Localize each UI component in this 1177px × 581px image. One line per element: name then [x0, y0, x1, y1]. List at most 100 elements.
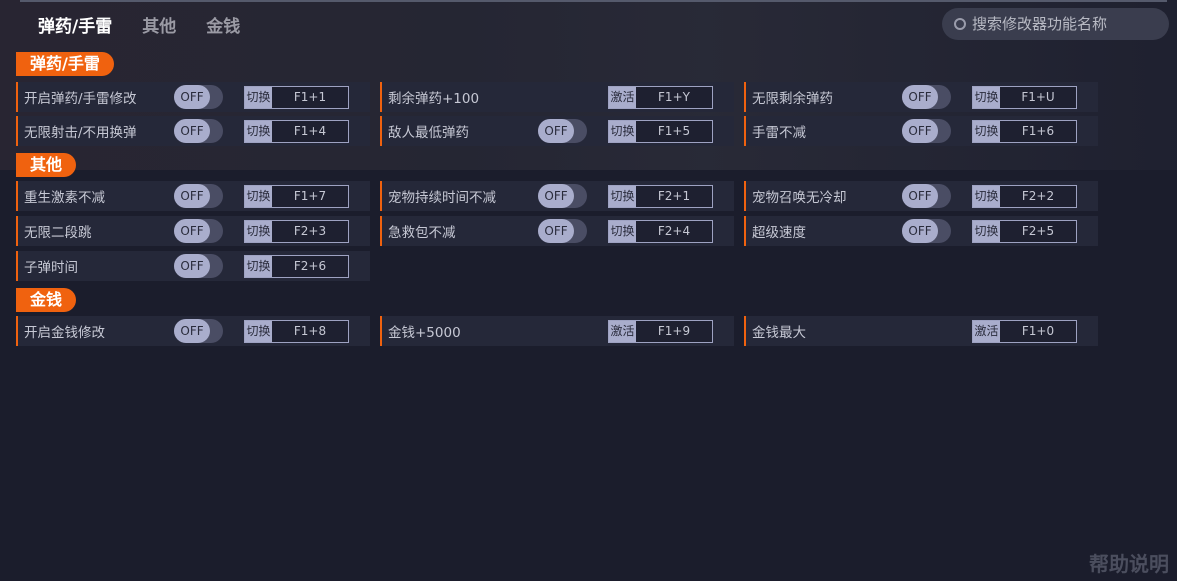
toggle-state: OFF	[538, 184, 574, 208]
toggle-switch[interactable]: OFF	[174, 319, 223, 343]
hotkey-button[interactable]: 切换 F1+U	[972, 86, 1077, 109]
cheat-row: 无限二段跳 OFF 切换 F2+3	[16, 216, 370, 246]
toggle-switch[interactable]: OFF	[538, 184, 587, 208]
hotkey-mode: 激活	[609, 321, 636, 342]
cheat-row: 金钱最大 激活 F1+0	[744, 316, 1098, 346]
hotkey-mode: 切换	[973, 87, 1000, 108]
cheat-name: 超级速度	[752, 225, 806, 241]
hotkey-button[interactable]: 切换 F2+6	[244, 255, 349, 278]
hotkey-button[interactable]: 切换 F2+4	[608, 220, 713, 243]
cheat-name: 金钱+5000	[388, 325, 461, 341]
hotkey-button[interactable]: 切换 F1+8	[244, 320, 349, 343]
hotkey-value: F1+0	[1000, 321, 1076, 342]
cheat-name: 敌人最低弹药	[388, 125, 469, 141]
tab-ammo[interactable]: 弹药/手雷	[38, 17, 113, 37]
cheat-row: 敌人最低弹药 OFF 切换 F1+5	[380, 116, 734, 146]
toggle-state: OFF	[174, 254, 210, 278]
hotkey-button[interactable]: 切换 F2+5	[972, 220, 1077, 243]
cheat-name: 宠物持续时间不减	[388, 190, 496, 206]
hotkey-mode: 切换	[245, 221, 272, 242]
toggle-switch[interactable]: OFF	[902, 119, 951, 143]
cheat-name: 急救包不减	[388, 225, 456, 241]
toggle-state: OFF	[902, 85, 938, 109]
hotkey-value: F1+4	[272, 121, 348, 142]
hotkey-value: F1+1	[272, 87, 348, 108]
hotkey-mode: 切换	[245, 87, 272, 108]
cheat-name: 开启弹药/手雷修改	[24, 91, 137, 107]
hotkey-button[interactable]: 切换 F1+4	[244, 120, 349, 143]
hotkey-button[interactable]: 激活 F1+Y	[608, 86, 713, 109]
hotkey-mode: 切换	[973, 186, 1000, 207]
search-input[interactable]	[972, 15, 1162, 33]
hotkey-value: F1+U	[1000, 87, 1076, 108]
hotkey-value: F2+1	[636, 186, 712, 207]
hotkey-value: F1+Y	[636, 87, 712, 108]
toggle-switch[interactable]: OFF	[902, 85, 951, 109]
hotkey-value: F1+6	[1000, 121, 1076, 142]
cheat-row: 宠物持续时间不减 OFF 切换 F2+1	[380, 181, 734, 211]
toggle-state: OFF	[902, 119, 938, 143]
hotkey-value: F2+5	[1000, 221, 1076, 242]
hotkey-button[interactable]: 切换 F1+5	[608, 120, 713, 143]
hotkey-button[interactable]: 切换 F2+3	[244, 220, 349, 243]
tab-bar: 弹药/手雷 其他 金钱	[38, 12, 240, 37]
help-link[interactable]: 帮助说明	[1089, 552, 1169, 576]
cheat-name: 金钱最大	[752, 325, 806, 341]
toggle-state: OFF	[902, 184, 938, 208]
hotkey-value: F2+6	[272, 256, 348, 277]
toggle-switch[interactable]: OFF	[902, 219, 951, 243]
hotkey-mode: 切换	[245, 321, 272, 342]
cheat-row: 剩余弹药+100 激活 F1+Y	[380, 82, 734, 112]
hotkey-button[interactable]: 切换 F1+7	[244, 185, 349, 208]
toggle-switch[interactable]: OFF	[538, 219, 587, 243]
hotkey-value: F2+4	[636, 221, 712, 242]
toggle-switch[interactable]: OFF	[174, 254, 223, 278]
hotkey-value: F2+2	[1000, 186, 1076, 207]
cheat-name: 剩余弹药+100	[388, 91, 480, 107]
section-header: 弹药/手雷	[16, 52, 114, 76]
cheat-name: 无限二段跳	[24, 225, 92, 241]
hotkey-mode: 切换	[973, 221, 1000, 242]
toggle-switch[interactable]: OFF	[174, 219, 223, 243]
toggle-state: OFF	[538, 119, 574, 143]
search-icon	[954, 18, 966, 30]
tab-other[interactable]: 其他	[142, 17, 177, 37]
hotkey-mode: 激活	[609, 87, 636, 108]
section-header: 其他	[16, 153, 77, 177]
search-box[interactable]	[942, 8, 1169, 40]
cheat-name: 开启金钱修改	[24, 325, 105, 341]
hotkey-button[interactable]: 激活 F1+9	[608, 320, 713, 343]
cheat-row: 宠物召唤无冷却 OFF 切换 F2+2	[744, 181, 1098, 211]
cheat-name: 无限射击/不用换弹	[24, 125, 137, 141]
tab-money[interactable]: 金钱	[206, 17, 241, 37]
toggle-state: OFF	[538, 219, 574, 243]
cheat-name: 手雷不减	[752, 125, 806, 141]
hotkey-mode: 切换	[245, 121, 272, 142]
toggle-switch[interactable]: OFF	[174, 85, 223, 109]
hotkey-button[interactable]: 激活 F1+0	[972, 320, 1077, 343]
hotkey-value: F1+8	[272, 321, 348, 342]
hotkey-button[interactable]: 切换 F1+6	[972, 120, 1077, 143]
cheat-row: 子弹时间 OFF 切换 F2+6	[16, 251, 370, 281]
cheat-row: 无限剩余弹药 OFF 切换 F1+U	[744, 82, 1098, 112]
cheat-row: 开启弹药/手雷修改 OFF 切换 F1+1	[16, 82, 370, 112]
cheat-row: 超级速度 OFF 切换 F2+5	[744, 216, 1098, 246]
hotkey-button[interactable]: 切换 F1+1	[244, 86, 349, 109]
hotkey-button[interactable]: 切换 F2+1	[608, 185, 713, 208]
hotkey-mode: 切换	[609, 221, 636, 242]
toggle-switch[interactable]: OFF	[902, 184, 951, 208]
cheat-row: 开启金钱修改 OFF 切换 F1+8	[16, 316, 370, 346]
section-header: 金钱	[16, 288, 77, 312]
toggle-switch[interactable]: OFF	[538, 119, 587, 143]
cheat-name: 无限剩余弹药	[752, 91, 833, 107]
hotkey-value: F1+5	[636, 121, 712, 142]
hotkey-button[interactable]: 切换 F2+2	[972, 185, 1077, 208]
hotkey-mode: 切换	[973, 121, 1000, 142]
toggle-switch[interactable]: OFF	[174, 184, 223, 208]
cheat-name: 重生激素不减	[24, 190, 105, 206]
cheat-row: 无限射击/不用换弹 OFF 切换 F1+4	[16, 116, 370, 146]
toggle-state: OFF	[902, 219, 938, 243]
toggle-switch[interactable]: OFF	[174, 119, 223, 143]
top-divider	[20, 0, 1167, 2]
hotkey-mode: 切换	[245, 186, 272, 207]
